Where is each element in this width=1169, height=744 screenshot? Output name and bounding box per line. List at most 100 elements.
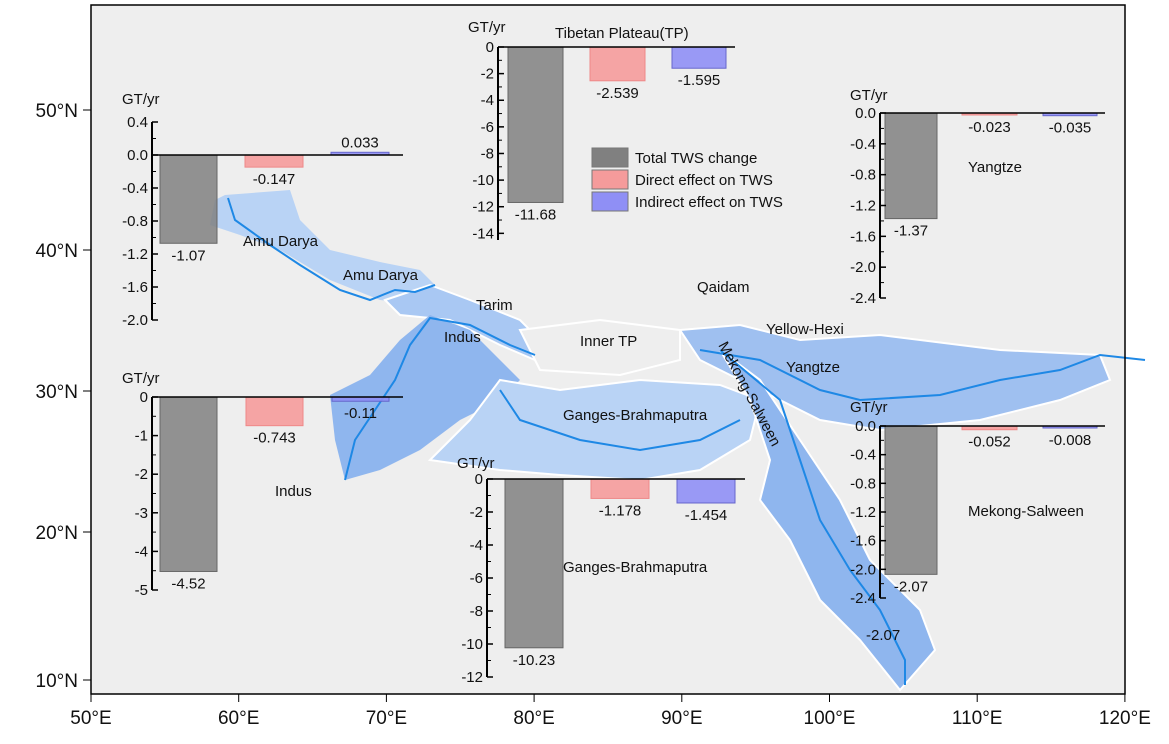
- bar: [159, 396, 218, 572]
- y-tick-label: -0.4: [850, 136, 876, 153]
- y-tick-label: -0.8: [850, 167, 876, 184]
- legend-label: Direct effect on TWS: [635, 172, 773, 189]
- y-tick-label: 40°N: [36, 241, 78, 262]
- inset-chart: -1.37 -0.023 -0.035 0.0 -0.4 -0.8 -1.2 -1.6 -2.0…: [850, 87, 1105, 307]
- unit-label: GT/yr: [850, 87, 888, 104]
- y-tick-label: -8: [470, 603, 483, 620]
- basin-label: Ganges-Brahmaputra: [563, 407, 708, 424]
- bar: [159, 154, 218, 244]
- y-tick-label: 10°N: [36, 671, 78, 692]
- x-tick-label: 100°E: [804, 708, 856, 729]
- bar-value-label: -11.68: [515, 206, 556, 223]
- y-tick-label: -2: [135, 466, 148, 483]
- y-tick-label: 50°N: [36, 101, 78, 122]
- river-yangtze: [699, 349, 1146, 402]
- bar-value-label: -1.178: [599, 502, 642, 519]
- unit-label: GT/yr: [122, 370, 160, 387]
- y-tick-label: -1: [135, 428, 148, 445]
- basin-label: -2.07: [866, 627, 900, 644]
- y-tick-label: -4: [135, 543, 148, 560]
- inset-chart: -4.52 -0.743 -0.11 0 -1 -2 -3 -4 -5 GT/yr Indus: [122, 370, 403, 599]
- bar: [676, 478, 736, 504]
- y-tick-label: -1.2: [122, 246, 148, 263]
- basin-label: Amu Darya: [343, 267, 419, 284]
- y-tick-label: 0.0: [855, 105, 876, 122]
- y-tick-label: -1.6: [122, 279, 148, 296]
- bar-value-label: -1.07: [171, 247, 205, 264]
- basin-indus: [330, 315, 520, 480]
- bar-value-label: -0.052: [968, 434, 1011, 451]
- y-tick-label: -1.2: [850, 198, 876, 215]
- y-tick-label: -0.4: [850, 447, 876, 464]
- legend-label: Indirect effect on TWS: [635, 194, 783, 211]
- x-tick-label: 120°E: [1099, 708, 1151, 729]
- unit-label: GT/yr: [122, 91, 160, 108]
- y-tick-label: -12: [472, 199, 494, 216]
- y-tick-label: -6: [481, 119, 494, 136]
- bar: [507, 46, 564, 203]
- bar-value-label: -0.008: [1049, 432, 1092, 449]
- basin-amu-darya: [210, 190, 440, 305]
- bar: [589, 46, 646, 82]
- legend: Total TWS change Direct effect on TWS Indi…: [591, 147, 783, 212]
- bar-value-label: -10.23: [513, 652, 556, 669]
- map-axes: 50°E 60°E 70°E 80°E 90°E 100°E 110°E 120°E 50°N 4…: [36, 101, 1151, 729]
- y-tick-label: -14: [472, 225, 494, 242]
- y-tick-label: 0.4: [127, 114, 148, 131]
- bar: [504, 478, 564, 649]
- bar-value-label: -0.023: [968, 119, 1011, 136]
- rivers: [227, 197, 1146, 685]
- bar: [671, 46, 727, 69]
- river-indus: [344, 316, 536, 481]
- bar: [245, 396, 304, 427]
- unit-label: GT/yr: [457, 455, 495, 472]
- inset-chart: -11.68 -2.539 -1.595 0 -2 -4 -6 -8 -10 -12 -14 GT/y…: [468, 19, 735, 242]
- y-tick-label: -2: [470, 504, 483, 521]
- basin-label: Indus: [444, 329, 481, 346]
- y-tick-label: -10: [461, 636, 483, 653]
- legend-swatch: [591, 191, 629, 212]
- x-tick-label: 60°E: [218, 708, 259, 729]
- basin-label: Yellow-Hexi: [766, 321, 844, 338]
- legend-swatch: [591, 147, 629, 168]
- bar: [244, 154, 304, 168]
- y-tick-label: -3: [135, 505, 148, 522]
- basin-label: Qaidam: [697, 279, 750, 296]
- y-tick-label: -2.4: [850, 290, 876, 307]
- chart-title: Ganges-Brahmaputra: [563, 559, 708, 576]
- chart-title: Tibetan Plateau(TP): [555, 25, 689, 42]
- y-tick-label: 0: [475, 471, 483, 488]
- bar-value-label: -1.454: [685, 507, 728, 524]
- y-tick-label: 20°N: [36, 523, 78, 544]
- y-tick-label: -0.8: [122, 213, 148, 230]
- y-tick-label: 0.0: [855, 418, 876, 435]
- x-tick-label: 90°E: [661, 708, 702, 729]
- bar-value-label: -0.035: [1049, 120, 1092, 137]
- basin-label: Inner TP: [580, 333, 637, 350]
- bar-value-label: -2.539: [596, 85, 639, 102]
- y-tick-label: -8: [481, 145, 494, 162]
- legend-label: Total TWS change: [635, 150, 757, 167]
- bar-value-label: -0.11: [344, 405, 377, 422]
- bar: [590, 478, 650, 499]
- y-tick-label: -4: [481, 92, 494, 109]
- y-tick-label: -4: [470, 537, 483, 554]
- bar-value-label: 0.033: [341, 134, 379, 151]
- legend-swatch: [591, 169, 629, 190]
- x-tick-label: 70°E: [366, 708, 407, 729]
- chart-title: Mekong-Salween: [968, 503, 1084, 520]
- y-tick-label: -2.0: [850, 561, 876, 578]
- river-mekong: [719, 349, 906, 685]
- map-frame: [90, 4, 1126, 695]
- basin-inner-tp: [518, 318, 681, 377]
- y-tick-label: 0: [486, 39, 494, 56]
- y-tick-label: -5: [135, 582, 148, 599]
- bar: [884, 112, 938, 220]
- y-tick-label: -1.6: [850, 533, 876, 550]
- y-tick-label: -12: [461, 669, 483, 686]
- bar-value-label: -2.07: [894, 578, 928, 595]
- y-tick-label: -2: [481, 66, 494, 83]
- y-tick-label: -0.4: [122, 180, 148, 197]
- chart-title: Indus: [275, 483, 312, 500]
